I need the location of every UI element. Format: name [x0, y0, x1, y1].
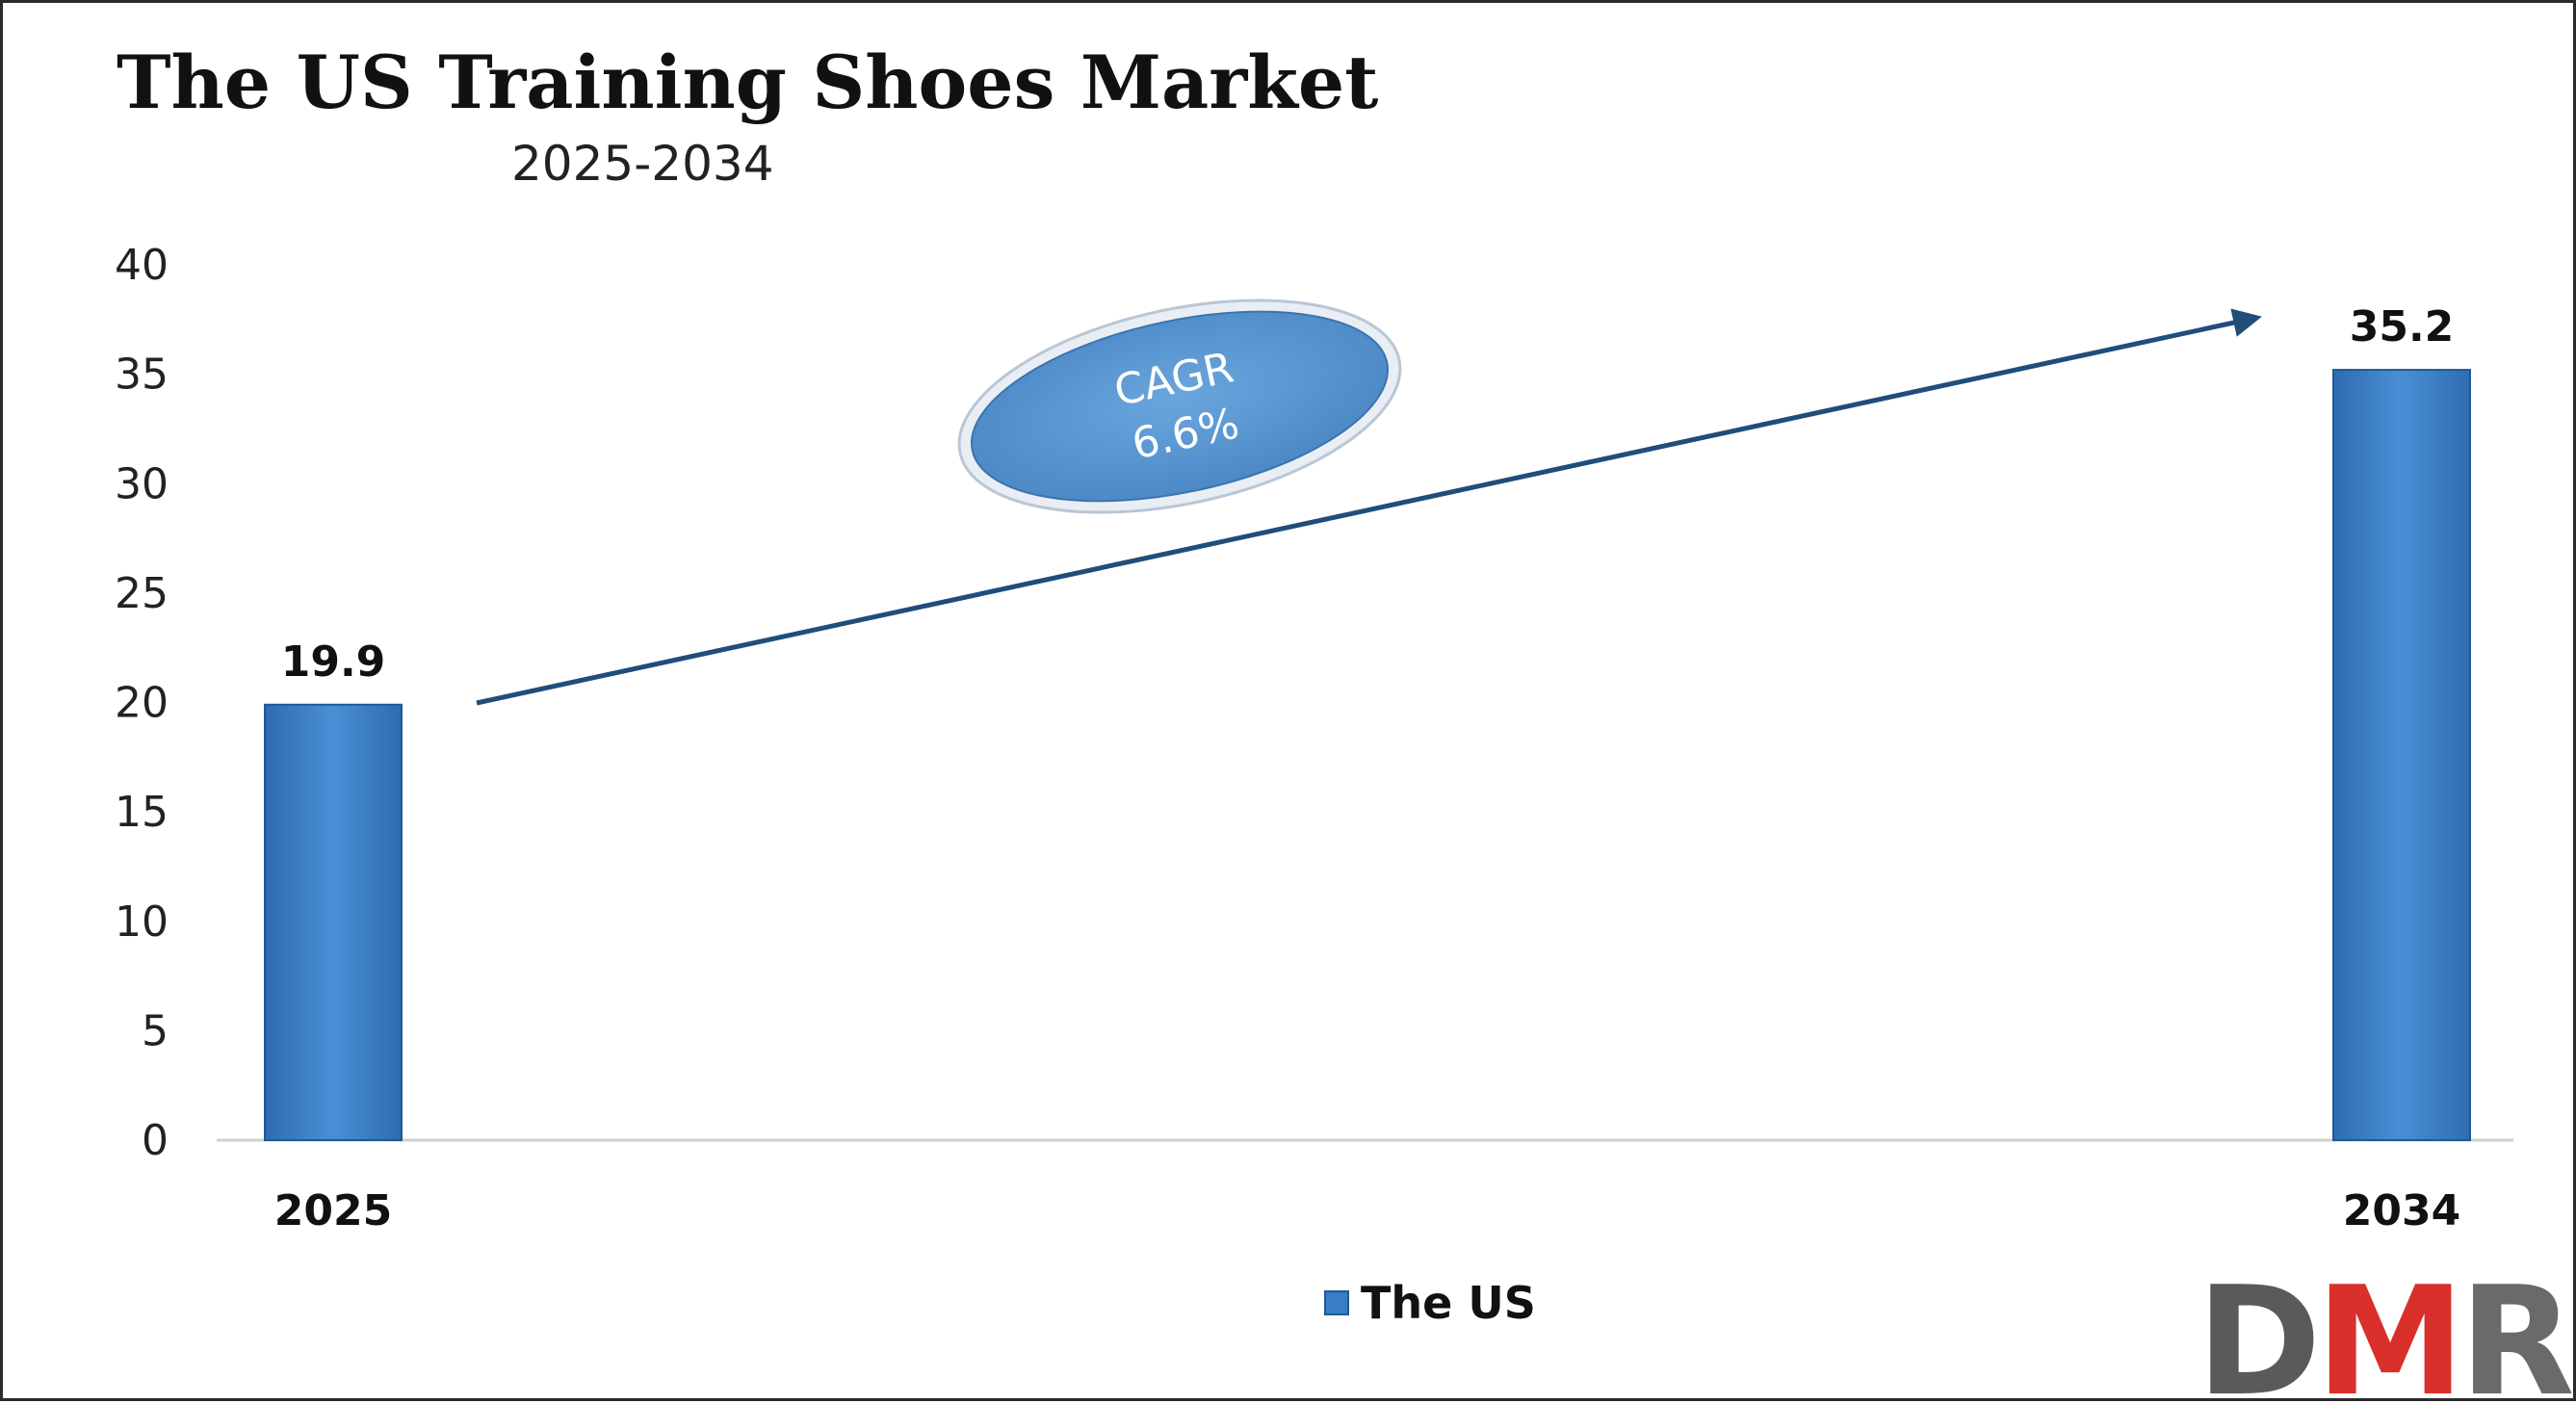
chart-subtitle: 2025-2034 — [511, 136, 774, 192]
dmr-logo-text: DMR — [2197, 1272, 2572, 1401]
chart-title: The US Training Shoes Market — [117, 39, 1379, 125]
category-label-2025: 2025 — [274, 1186, 392, 1235]
bar-2034 — [2332, 369, 2471, 1141]
data-labels: 19.9 35.2 — [281, 302, 2455, 687]
data-label-2034: 35.2 — [2350, 302, 2455, 351]
category-labels: 2025 2034 — [274, 1186, 2460, 1235]
y-tick-label: 20 — [115, 679, 169, 728]
y-tick-label: 10 — [115, 897, 169, 947]
y-tick-label: 25 — [115, 569, 169, 618]
y-tick-label: 0 — [142, 1116, 169, 1165]
legend: The US — [1324, 1276, 1536, 1330]
legend-swatch — [1324, 1290, 1349, 1315]
dmr-logo: DMR — [2197, 1272, 2576, 1401]
y-axis-ticks: 0 5 10 15 20 25 30 35 40 — [115, 241, 169, 1165]
cagr-ellipse-inner — [971, 310, 1389, 503]
cagr-annotation: CAGR 6.6% — [957, 299, 1402, 514]
y-tick-label: 30 — [115, 459, 169, 508]
bar-2025 — [264, 703, 403, 1142]
category-label-2034: 2034 — [2343, 1186, 2460, 1235]
y-tick-label: 35 — [115, 351, 169, 400]
cagr-trend-arrow — [476, 308, 2262, 706]
legend-label: The US — [1361, 1277, 1536, 1329]
y-tick-label: 5 — [142, 1006, 169, 1055]
y-tick-label: 40 — [115, 241, 169, 290]
y-tick-label: 15 — [115, 788, 169, 837]
data-label-2025: 19.9 — [281, 637, 386, 687]
bar-series — [264, 369, 2471, 1142]
